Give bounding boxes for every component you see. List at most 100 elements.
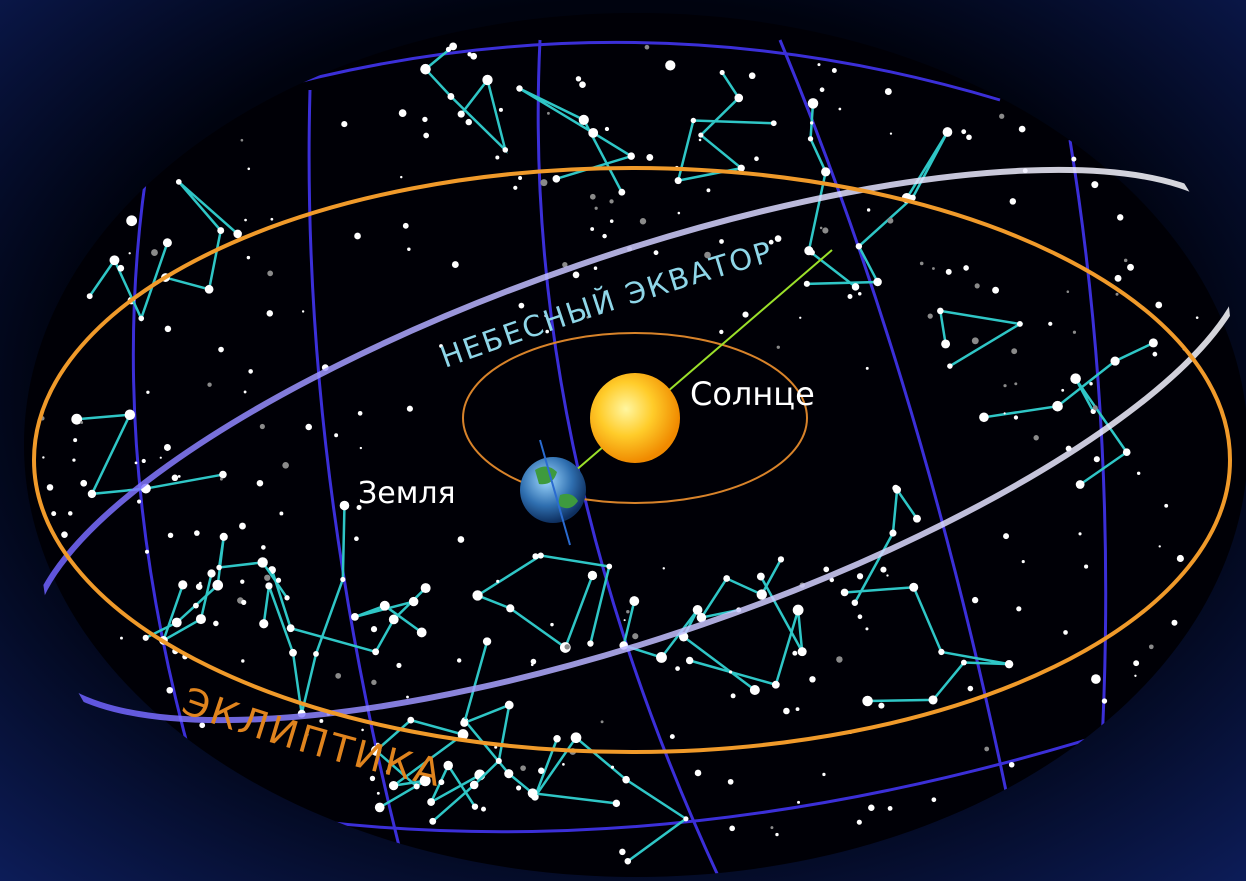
star bbox=[699, 139, 702, 142]
star bbox=[770, 826, 773, 829]
star bbox=[421, 583, 431, 593]
star bbox=[452, 261, 459, 268]
star bbox=[937, 308, 944, 315]
star bbox=[798, 647, 807, 656]
star bbox=[1102, 698, 1107, 703]
star bbox=[372, 648, 379, 655]
star bbox=[1196, 316, 1199, 319]
star bbox=[241, 139, 244, 142]
star bbox=[804, 281, 810, 287]
star bbox=[427, 798, 435, 806]
star bbox=[482, 75, 492, 85]
star bbox=[276, 578, 281, 583]
earth-label: Земля bbox=[358, 476, 456, 511]
star bbox=[80, 421, 83, 424]
star bbox=[579, 115, 589, 125]
star bbox=[519, 303, 525, 309]
star bbox=[823, 566, 829, 572]
star bbox=[377, 792, 380, 795]
star bbox=[594, 266, 598, 270]
star bbox=[792, 651, 797, 656]
star bbox=[866, 367, 869, 370]
star bbox=[832, 68, 837, 73]
star bbox=[553, 175, 561, 183]
star bbox=[590, 194, 596, 200]
star bbox=[1078, 532, 1081, 535]
star bbox=[351, 613, 359, 621]
star bbox=[928, 313, 933, 318]
star bbox=[852, 283, 859, 290]
star bbox=[446, 47, 451, 52]
star bbox=[975, 283, 980, 288]
star bbox=[622, 776, 630, 784]
star bbox=[772, 681, 780, 689]
star bbox=[686, 657, 693, 664]
star bbox=[841, 589, 849, 597]
star bbox=[810, 121, 813, 124]
sun-label: Солнце bbox=[690, 375, 815, 413]
celestial-sphere-diagram: НЕБЕСНЫЙ ЭКВАТОР ЭКЛИПТИКА Солнце Земля bbox=[0, 0, 1246, 881]
star bbox=[947, 363, 953, 369]
star bbox=[729, 826, 735, 832]
star bbox=[1159, 545, 1161, 547]
star bbox=[422, 117, 427, 122]
star bbox=[595, 207, 598, 210]
star bbox=[129, 252, 131, 254]
star bbox=[207, 383, 211, 387]
star bbox=[220, 478, 223, 481]
star bbox=[867, 208, 870, 211]
star bbox=[547, 112, 550, 115]
star bbox=[360, 447, 362, 449]
star bbox=[885, 88, 892, 95]
star bbox=[609, 199, 613, 203]
star bbox=[265, 582, 272, 589]
star bbox=[532, 553, 538, 559]
star bbox=[305, 424, 312, 431]
star bbox=[80, 480, 87, 487]
star bbox=[719, 330, 723, 334]
star bbox=[820, 227, 823, 230]
star bbox=[282, 462, 289, 469]
star bbox=[821, 167, 830, 176]
star bbox=[51, 511, 56, 516]
star bbox=[126, 215, 137, 226]
star bbox=[857, 573, 863, 579]
star bbox=[1133, 660, 1139, 666]
star bbox=[723, 575, 730, 582]
star bbox=[757, 573, 765, 581]
star bbox=[42, 456, 44, 458]
star bbox=[247, 256, 250, 259]
star bbox=[579, 81, 586, 88]
star bbox=[176, 179, 182, 185]
star bbox=[194, 530, 200, 536]
star bbox=[267, 271, 273, 277]
star bbox=[213, 621, 219, 627]
star bbox=[992, 287, 999, 294]
star bbox=[928, 695, 937, 704]
star bbox=[771, 120, 777, 126]
star bbox=[1003, 533, 1009, 539]
star bbox=[1171, 620, 1177, 626]
star bbox=[1084, 565, 1088, 569]
star bbox=[217, 227, 224, 234]
star bbox=[729, 670, 732, 673]
star bbox=[1070, 373, 1081, 384]
star bbox=[862, 696, 873, 707]
star bbox=[196, 614, 206, 624]
star bbox=[775, 235, 782, 242]
star bbox=[341, 121, 347, 127]
star bbox=[1115, 275, 1122, 282]
star bbox=[334, 433, 338, 437]
star bbox=[146, 391, 149, 394]
star bbox=[839, 108, 842, 111]
star bbox=[972, 597, 978, 603]
star bbox=[873, 278, 881, 286]
sun bbox=[590, 373, 680, 463]
star bbox=[613, 800, 620, 807]
page: НЕБЕСНЫЙ ЭКВАТОР ЭКЛИПТИКА Солнце Земля … bbox=[0, 0, 1246, 881]
star bbox=[961, 129, 966, 134]
star bbox=[205, 285, 214, 294]
star bbox=[757, 589, 767, 599]
star bbox=[260, 424, 265, 429]
star bbox=[920, 262, 924, 266]
